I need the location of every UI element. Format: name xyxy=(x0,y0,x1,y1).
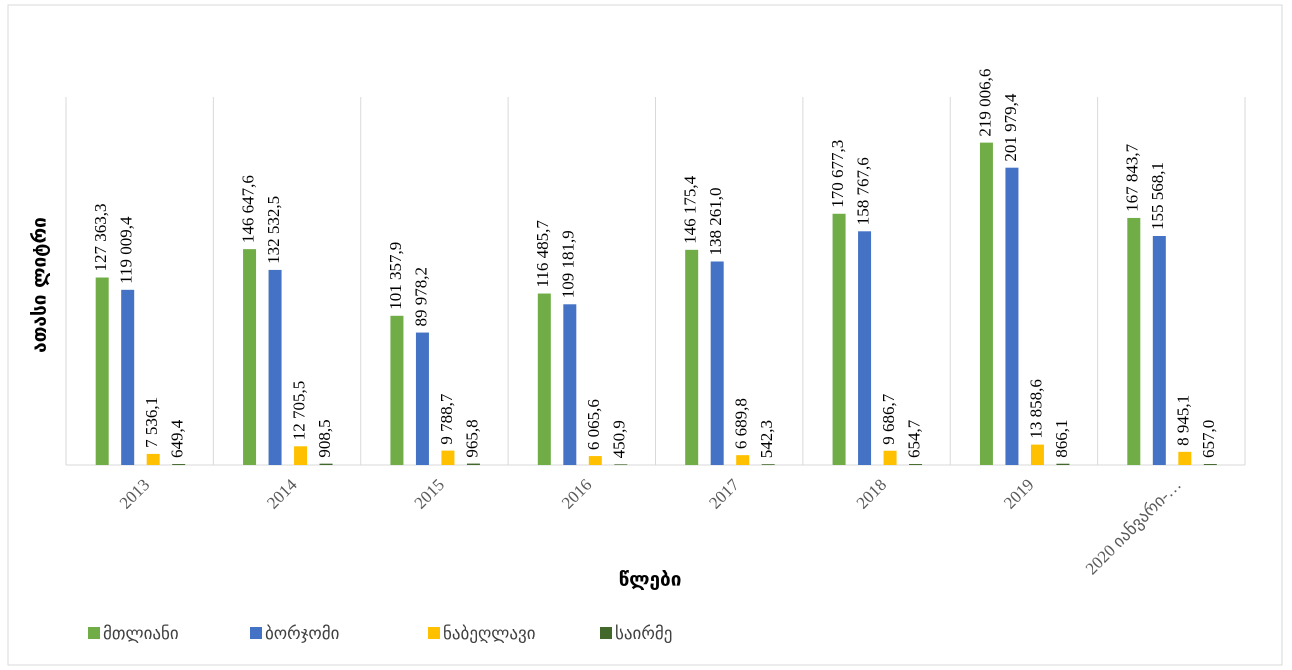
data-label: 654,7 xyxy=(904,419,923,458)
bar xyxy=(614,464,628,465)
y-axis-title: ათასი ლიტრი xyxy=(29,217,51,353)
data-label: 908,5 xyxy=(315,419,334,457)
bar xyxy=(268,269,282,465)
bar xyxy=(563,304,577,465)
chart-border xyxy=(7,4,1283,666)
bar xyxy=(710,261,724,465)
data-label: 6 689,8 xyxy=(732,398,751,449)
data-label: 146 175,4 xyxy=(681,175,700,244)
data-label: 9 686,7 xyxy=(879,393,898,445)
x-axis-title: წლები xyxy=(619,569,682,591)
bar xyxy=(466,463,480,465)
bar xyxy=(415,332,429,465)
bar xyxy=(858,231,872,465)
bar xyxy=(1005,167,1019,465)
data-label: 649,4 xyxy=(168,419,187,458)
data-label: 158 767,6 xyxy=(853,157,872,225)
bar xyxy=(95,277,109,465)
data-label: 167 843,7 xyxy=(1123,143,1142,212)
legend-label: მთლიანი xyxy=(103,624,179,644)
legend-swatch xyxy=(428,627,440,639)
bar xyxy=(319,463,333,465)
bar xyxy=(1030,444,1044,465)
legend-swatch xyxy=(250,627,262,639)
data-label: 127 363,3 xyxy=(91,204,110,272)
data-label: 132 532,5 xyxy=(264,196,283,264)
bar xyxy=(883,450,897,465)
bar xyxy=(1152,236,1166,465)
data-label: 155 568,1 xyxy=(1148,162,1167,230)
legend-swatch xyxy=(600,627,612,639)
data-label: 542,3 xyxy=(757,420,776,458)
bar xyxy=(1203,464,1217,465)
bar xyxy=(736,455,750,465)
data-label: 170 677,3 xyxy=(828,140,847,208)
data-label: 450,9 xyxy=(610,420,629,458)
data-label: 8 945,1 xyxy=(1174,395,1193,446)
legend-label: ნაბეღლავი xyxy=(443,624,536,644)
data-label: 119 009,4 xyxy=(117,216,136,284)
data-label: 116 485,7 xyxy=(533,220,552,288)
data-label: 201 979,4 xyxy=(1001,93,1020,162)
bar xyxy=(1178,451,1192,465)
bar xyxy=(685,249,699,465)
bar xyxy=(1056,463,1070,465)
data-label: 89 978,2 xyxy=(411,267,430,327)
data-label: 965,8 xyxy=(462,419,481,457)
bar xyxy=(172,464,186,465)
data-label: 138 261,0 xyxy=(706,187,725,255)
bar xyxy=(588,456,602,465)
bar xyxy=(243,249,257,465)
data-label: 13 858,6 xyxy=(1026,379,1045,439)
data-label: 9 788,7 xyxy=(437,393,456,445)
data-label: 219 006,6 xyxy=(975,69,994,137)
data-label: 101 357,9 xyxy=(386,242,405,310)
bar xyxy=(832,213,846,465)
bar xyxy=(441,450,455,465)
bar xyxy=(909,464,923,465)
data-label: 12 705,5 xyxy=(289,381,308,441)
legend-swatch xyxy=(88,627,100,639)
bar xyxy=(146,453,160,465)
legend-label: საირმე xyxy=(615,624,672,644)
bar xyxy=(979,142,993,465)
data-label: 866,1 xyxy=(1052,419,1071,457)
bar xyxy=(121,289,135,465)
data-label: 6 065,6 xyxy=(584,399,603,450)
bar xyxy=(537,293,551,465)
bar xyxy=(1127,217,1141,465)
bar xyxy=(761,464,775,465)
bar xyxy=(294,446,308,465)
data-label: 109 181,9 xyxy=(559,230,578,298)
legend-label: ბორჯომი xyxy=(265,624,339,644)
data-label: 657,0 xyxy=(1199,420,1218,458)
data-label: 146 647,6 xyxy=(238,175,257,243)
data-label: 7 536,1 xyxy=(142,397,161,448)
bar xyxy=(390,315,404,465)
